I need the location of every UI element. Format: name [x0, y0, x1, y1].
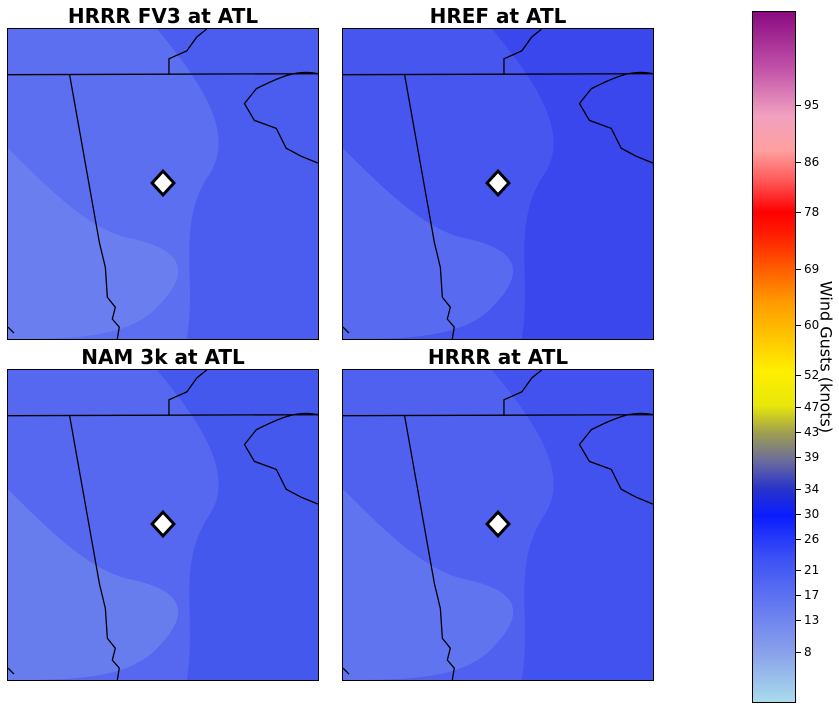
gust-field-low	[343, 148, 514, 339]
colorbar-tick	[796, 652, 801, 653]
map-panel-href	[342, 28, 654, 340]
colorbar-tick	[796, 432, 801, 433]
map-canvas	[343, 29, 653, 339]
gust-field-high	[492, 29, 653, 339]
colorbar-tick-label: 13	[804, 613, 820, 627]
map-canvas	[8, 29, 318, 339]
colorbar-tick-label: 26	[804, 532, 820, 546]
state-border	[343, 326, 350, 334]
colorbar-tick-label: 43	[804, 425, 820, 439]
state-border	[8, 326, 15, 334]
colorbar-tick-label: 21	[804, 563, 820, 577]
gust-field-high	[157, 29, 318, 339]
atl-marker-icon	[150, 168, 176, 198]
panel-title-href: HREF at ATL	[429, 4, 567, 28]
colorbar-tick-label: 47	[804, 400, 820, 414]
panel-title-nam-3k: NAM 3k at ATL	[81, 345, 245, 369]
colorbar-tick	[796, 105, 801, 106]
gust-field-high	[492, 370, 653, 680]
state-border	[8, 73, 318, 76]
map-canvas	[343, 370, 653, 680]
state-border	[8, 667, 15, 675]
map-panel-nam-3k	[7, 369, 319, 681]
map-panel-hrrr-fv3	[7, 28, 319, 340]
colorbar-label: Wind Gusts (knots)	[816, 280, 836, 434]
state-border	[168, 370, 208, 416]
colorbar-tick-label: 30	[804, 507, 820, 521]
atl-marker-icon	[150, 509, 176, 539]
colorbar-tick-label: 95	[804, 98, 820, 112]
state-border	[578, 412, 653, 505]
state-border	[68, 74, 120, 339]
colorbar-tick	[796, 162, 801, 163]
colorbar-tick	[796, 375, 801, 376]
panel-title-hrrr-fv3: HRRR FV3 at ATL	[67, 4, 259, 28]
colorbar-tick-label: 60	[804, 318, 820, 332]
colorbar-tick-label: 34	[804, 482, 820, 496]
colorbar-tick	[796, 489, 801, 490]
colorbar	[752, 11, 796, 703]
colorbar-tick	[796, 325, 801, 326]
colorbar-tick-label: 8	[804, 645, 812, 659]
colorbar-tick	[796, 595, 801, 596]
gust-field-low	[8, 489, 179, 680]
state-border	[243, 412, 318, 505]
atl-marker-icon	[485, 168, 511, 198]
colorbar-tick	[796, 269, 801, 270]
panel-title-hrrr: HRRR at ATL	[427, 345, 569, 369]
colorbar-tick-label: 78	[804, 205, 820, 219]
colorbar-tick-label: 39	[804, 450, 820, 464]
colorbar-tick	[796, 212, 801, 213]
colorbar-tick-label: 69	[804, 262, 820, 276]
state-border	[343, 414, 653, 417]
state-border	[578, 71, 653, 164]
gust-field-low	[8, 148, 179, 339]
state-border	[343, 73, 653, 76]
state-border	[503, 29, 543, 75]
gust-field-high	[157, 370, 318, 680]
colorbar-tick-label: 52	[804, 368, 820, 382]
map-canvas	[8, 370, 318, 680]
state-border	[403, 74, 455, 339]
state-border	[8, 414, 318, 417]
gust-field-low	[343, 489, 514, 680]
state-border	[243, 71, 318, 164]
state-border	[343, 667, 350, 675]
colorbar-tick	[796, 570, 801, 571]
colorbar-tick	[796, 407, 801, 408]
colorbar-tick	[796, 514, 801, 515]
colorbar-tick-label: 86	[804, 155, 820, 169]
atl-marker-icon	[485, 509, 511, 539]
colorbar-tick	[796, 457, 801, 458]
colorbar-tick	[796, 539, 801, 540]
colorbar-tick	[796, 620, 801, 621]
map-panel-hrrr	[342, 369, 654, 681]
state-border	[503, 370, 543, 416]
state-border	[403, 415, 455, 680]
state-border	[68, 415, 120, 680]
state-border	[168, 29, 208, 75]
colorbar-tick-label: 17	[804, 588, 820, 602]
